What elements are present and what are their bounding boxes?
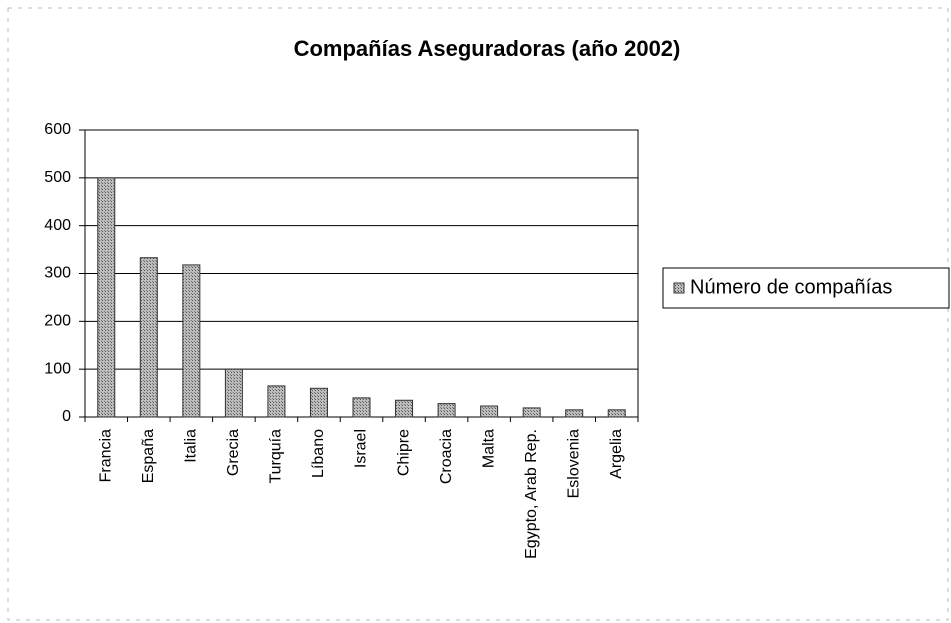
bar xyxy=(607,409,626,418)
bar xyxy=(480,405,499,418)
y-tick-label: 100 xyxy=(44,360,71,377)
x-tick-label: Francia xyxy=(97,429,114,482)
y-tick-label: 200 xyxy=(44,313,71,330)
y-tick-label: 600 xyxy=(44,121,71,138)
bar xyxy=(182,264,201,418)
x-tick-label: Turquía xyxy=(268,429,285,484)
x-tick-label: Chipre xyxy=(395,429,412,476)
x-tick-label: Italia xyxy=(183,429,200,463)
x-tick-label: Malta xyxy=(480,429,497,468)
y-tick-label: 0 xyxy=(62,408,71,425)
bar xyxy=(565,409,584,418)
bar xyxy=(267,385,286,418)
chart-title: Compañías Aseguradoras (año 2002) xyxy=(294,36,681,61)
x-tick-label: Egypto, Arab Rep. xyxy=(523,429,540,559)
y-tick-label: 500 xyxy=(44,169,71,186)
bar xyxy=(352,397,371,418)
legend-swatch xyxy=(673,282,685,294)
bar xyxy=(139,257,158,418)
bar xyxy=(437,403,456,418)
x-tick-label: Israel xyxy=(353,429,370,468)
bar xyxy=(224,368,243,418)
x-tick-label: Croacia xyxy=(438,429,455,484)
x-tick-label: Grecia xyxy=(225,429,242,476)
x-tick-label: Líbano xyxy=(310,429,327,478)
bar xyxy=(97,177,116,418)
legend-label: Número de compañías xyxy=(690,276,892,298)
x-tick-label: Eslovenia xyxy=(565,429,582,498)
legend-box xyxy=(662,267,950,309)
x-tick-label: Argelia xyxy=(608,429,625,479)
bar xyxy=(522,407,541,418)
bar xyxy=(395,399,414,418)
y-tick-label: 400 xyxy=(44,217,71,234)
bar xyxy=(309,387,328,418)
x-tick-label: España xyxy=(140,429,157,483)
frame xyxy=(7,7,949,621)
y-tick-label: 300 xyxy=(44,265,71,282)
